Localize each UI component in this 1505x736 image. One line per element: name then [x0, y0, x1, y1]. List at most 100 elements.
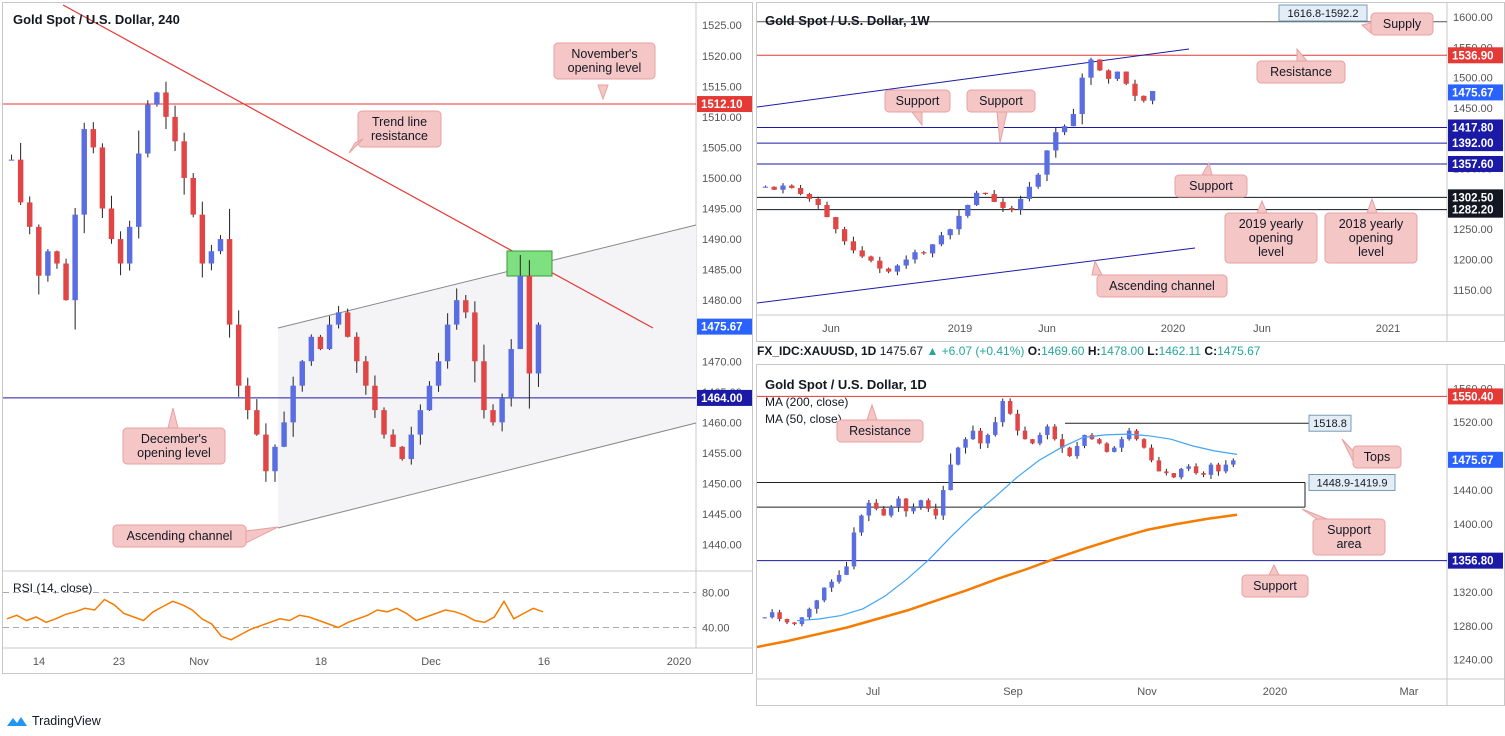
ma50-line [796, 433, 1238, 622]
callout-2018-open-text: 2018 yearly [1339, 217, 1404, 231]
candle-1d-body [1045, 426, 1050, 435]
candle-1w-body [894, 265, 901, 272]
rsi-tick-label: 80.00 [702, 588, 730, 600]
candle-1w-body [1026, 186, 1033, 199]
y-tick-label: 1450.00 [1453, 103, 1493, 115]
chart-panel-4h[interactable]: 1525.00 1520.00 1515.00 1510.00 1505.00 1500.… [2, 2, 753, 674]
candle-1d-body [866, 502, 872, 516]
channel-fill [278, 225, 696, 528]
callout-tops-pointer [1341, 438, 1354, 462]
channel-lower-line [277, 422, 697, 529]
candle-1w-body [850, 241, 857, 251]
price-tag-1w-6-bg [1448, 201, 1503, 218]
x-tick-label: 2020 [667, 656, 691, 668]
candle-1w-body [1044, 150, 1050, 175]
callout-support-1-pointer [910, 111, 923, 127]
price-tag-1w-0-label: 1536.90 [1452, 50, 1494, 62]
candle-1d-body [1112, 447, 1117, 452]
candle-1d-body [1216, 464, 1221, 472]
candle-4h-body [190, 177, 196, 215]
chart-1w[interactable]: 1600.001550.001500.001450.001400.001350.… [757, 3, 1504, 341]
candle-4h-body [81, 129, 87, 215]
candle-1d-body [1171, 473, 1177, 478]
candle-4h-body [308, 336, 315, 362]
callout-2019-open-text: opening [1249, 231, 1294, 245]
candle-1w-body [1061, 126, 1068, 133]
price-tag-1w-1-bg [1448, 84, 1503, 101]
channel-lower-1w [757, 247, 1196, 304]
x-tick-label: Sep [1003, 686, 1023, 698]
candle-1d-body [829, 581, 834, 588]
candle-1d-body [859, 515, 864, 533]
price-tag-1w-6-label: 1282.20 [1452, 205, 1494, 217]
candle-1w-body [1070, 114, 1077, 127]
candle-1d-body [769, 612, 775, 618]
candle-1w-body [973, 192, 980, 205]
candle-1d-body [940, 490, 946, 516]
candle-4h-body [199, 214, 206, 264]
x-tick-label: 2021 [1376, 323, 1400, 335]
callout-2019-open-pointer [1256, 199, 1268, 214]
tradingview-footer[interactable]: TradingView [6, 711, 101, 731]
y-tick-label: 1505.00 [702, 142, 742, 154]
candle-1d-body [1030, 439, 1035, 444]
support-area-label: 1448.9-1419.9 [1317, 478, 1388, 490]
x-tick-label: 2020 [1161, 323, 1185, 335]
y-tick-label: 1150.00 [1453, 285, 1492, 297]
candle-4h-body [154, 92, 160, 105]
callout-trendline-box [357, 110, 442, 148]
legend-ma50: MA (50, close) [765, 412, 842, 426]
candle-4h-body [172, 116, 178, 142]
candle-1d-body [762, 617, 767, 619]
callout-november-text: November's [571, 47, 637, 61]
candle-1w-body [1097, 59, 1103, 71]
candle-4h-body [381, 410, 387, 435]
candle-1w-body [1035, 174, 1041, 187]
candle-1w-body [1105, 70, 1112, 79]
chart-panel-1d[interactable]: 1560.001520.001480.001440.001400.001360.… [756, 364, 1505, 706]
candle-4h-body [535, 324, 542, 374]
rsi-title: RSI (14, close) [13, 581, 92, 595]
x-tick-label: Dec [421, 656, 441, 668]
chart-panel-1w[interactable]: 1600.001550.001500.001450.001400.001350.… [756, 2, 1505, 342]
candle-1d-body [1141, 439, 1147, 448]
candle-4h-body [26, 202, 33, 227]
price-tag-1w-3-bg [1448, 135, 1503, 152]
price-tag-4h-0-bg [697, 96, 752, 113]
price-tag-4h-1-label: 1475.67 [701, 322, 743, 334]
candle-1w-body [1009, 207, 1015, 210]
candle-4h-body [45, 251, 51, 276]
candle-4h-body [417, 410, 424, 435]
candle-4h-body [335, 312, 342, 325]
candle-4h-body [72, 214, 78, 301]
y-tick-label: 1495.00 [702, 204, 742, 216]
candle-4h-body [453, 300, 460, 325]
candle-4h-body [390, 434, 396, 447]
y-tick-label: 1600.00 [1453, 12, 1493, 24]
supply-zone-box [1278, 4, 1368, 22]
candle-1d-body [1164, 471, 1169, 474]
callout-2018-open-pointer [1366, 197, 1378, 214]
chart-title-4h: Gold Spot / U.S. Dollar, 240 [13, 12, 180, 27]
candle-1d-body [888, 507, 894, 516]
price-tag-1w-4-bg [1448, 155, 1503, 172]
candle-1w-body [771, 186, 777, 190]
x-tick-label: 18 [315, 656, 327, 668]
y-tick-label: 1520.00 [702, 51, 742, 63]
candle-4h-body [435, 361, 442, 386]
price-tag-1d-0-label: 1550.40 [1452, 391, 1494, 403]
candle-1w-body [762, 186, 769, 188]
candle-4h-body [136, 153, 142, 227]
candle-1d-body [1126, 430, 1132, 440]
y-tick-label: 1460.00 [702, 417, 742, 429]
candle-1d-body [1007, 400, 1013, 414]
callout-support-area-box [1312, 518, 1386, 556]
chart-1d[interactable]: 1560.001520.001480.001440.001400.001360.… [757, 365, 1504, 705]
candle-1d-body [933, 508, 939, 516]
chart-4h[interactable]: 1525.00 1520.00 1515.00 1510.00 1505.00 1500.… [3, 3, 752, 673]
x-tick-label: 14 [33, 656, 45, 668]
candle-4h-body [208, 251, 215, 264]
candle-4h-body [499, 397, 505, 423]
candle-1d-body [1089, 434, 1095, 440]
callout-december-pointer [167, 407, 179, 429]
